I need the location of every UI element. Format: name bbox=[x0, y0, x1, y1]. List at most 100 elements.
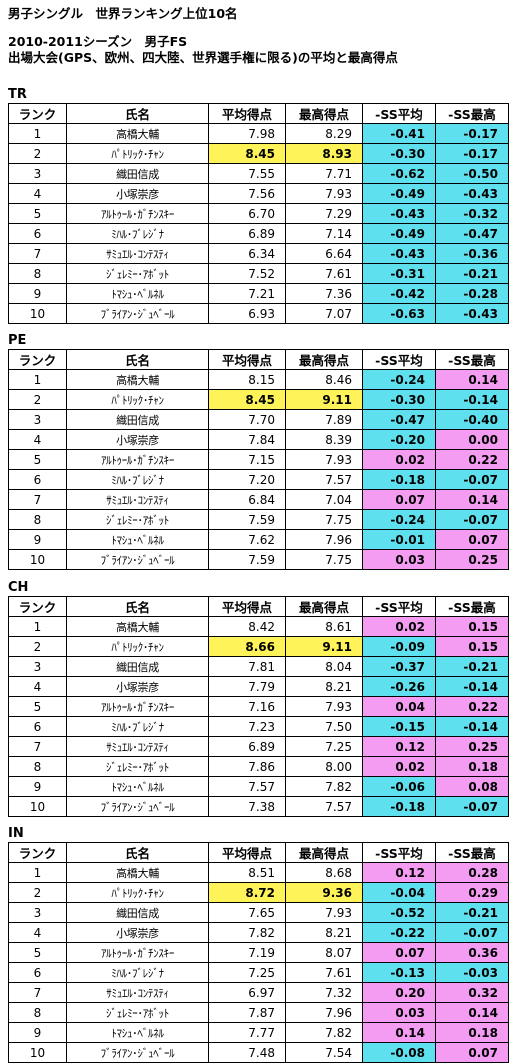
cell-max: 8.61 bbox=[285, 616, 363, 637]
cell-name: 高橋大輔 bbox=[66, 123, 209, 144]
cell-max: 7.96 bbox=[285, 529, 363, 550]
cell-ss-avg: -0.22 bbox=[362, 922, 436, 943]
header-row: ランク 氏名 平均得点 最高得点 -SS平均 -SS最高 bbox=[8, 596, 509, 617]
table-row: 8 ｼﾞｪﾚﾐｰ･ｱﾎﾞｯﾄ 7.59 7.75 -0.24 -0.07 bbox=[8, 509, 509, 530]
cell-ss-max: 0.07 bbox=[435, 1042, 509, 1063]
cell-name: ｼﾞｪﾚﾐｰ･ｱﾎﾞｯﾄ bbox=[66, 509, 209, 530]
cell-max: 7.07 bbox=[285, 303, 363, 324]
cell-avg: 7.77 bbox=[208, 1022, 286, 1043]
cell-name: 高橋大輔 bbox=[66, 369, 209, 390]
score-table: ランク 氏名 平均得点 最高得点 -SS平均 -SS最高 1 高橋大輔 7.98 8.29 -0.4… bbox=[8, 103, 509, 324]
cell-rank: 1 bbox=[8, 369, 67, 390]
cell-name: ﾐﾊﾙ･ﾌﾞﾚｼﾞﾅ bbox=[66, 962, 209, 983]
column-header-avg: 平均得点 bbox=[208, 596, 286, 617]
cell-rank: 10 bbox=[8, 303, 67, 324]
cell-ss-max: 0.08 bbox=[435, 776, 509, 797]
cell-rank: 8 bbox=[8, 263, 67, 284]
cell-max: 8.07 bbox=[285, 942, 363, 963]
cell-avg: 7.87 bbox=[208, 1002, 286, 1023]
cell-avg: 6.84 bbox=[208, 489, 286, 510]
cell-avg: 7.55 bbox=[208, 163, 286, 184]
section-label: CH bbox=[8, 580, 29, 595]
cell-avg: 7.82 bbox=[208, 922, 286, 943]
table-row: 1 高橋大輔 8.42 8.61 0.02 0.15 bbox=[8, 616, 509, 637]
cell-avg: 7.23 bbox=[208, 716, 286, 737]
cell-ss-avg: -0.09 bbox=[362, 636, 436, 657]
cell-ss-max: -0.40 bbox=[435, 409, 509, 430]
column-header-name: 氏名 bbox=[66, 596, 209, 617]
cell-max: 8.04 bbox=[285, 656, 363, 677]
cell-name: ﾌﾞﾗｲｱﾝ･ｼﾞｭﾍﾞｰﾙ bbox=[66, 303, 209, 324]
cell-rank: 5 bbox=[8, 942, 67, 963]
cell-name: ｻﾐｭｴﾙ･ｺﾝﾃｽﾃｨ bbox=[66, 736, 209, 757]
column-header-avg: 平均得点 bbox=[208, 349, 286, 370]
cell-ss-max: -0.32 bbox=[435, 203, 509, 224]
cell-ss-max: -0.21 bbox=[435, 656, 509, 677]
cell-ss-max: 0.18 bbox=[435, 1022, 509, 1043]
cell-rank: 7 bbox=[8, 243, 67, 264]
cell-ss-avg: -0.18 bbox=[362, 469, 436, 490]
cell-rank: 4 bbox=[8, 183, 67, 204]
cell-name: 小塚崇彦 bbox=[66, 676, 209, 697]
cell-ss-max: 0.15 bbox=[435, 616, 509, 637]
column-header-ss-avg: -SS平均 bbox=[362, 842, 436, 863]
cell-rank: 4 bbox=[8, 676, 67, 697]
cell-max: 7.93 bbox=[285, 696, 363, 717]
table-row: 10 ﾌﾞﾗｲｱﾝ･ｼﾞｭﾍﾞｰﾙ 7.38 7.57 -0.18 -0.07 bbox=[8, 796, 509, 817]
cell-max: 7.04 bbox=[285, 489, 363, 510]
page-subtitle: 出場大会(GPS、欧州、四大陸、世界選手権に限る)の平均と最高得点 bbox=[8, 50, 398, 65]
table-row: 10 ﾌﾞﾗｲｱﾝ･ｼﾞｭﾍﾞｰﾙ 7.59 7.75 0.03 0.25 bbox=[8, 549, 509, 570]
table-row: 4 小塚崇彦 7.79 8.21 -0.26 -0.14 bbox=[8, 676, 509, 697]
cell-ss-max: 0.29 bbox=[435, 882, 509, 903]
cell-rank: 5 bbox=[8, 203, 67, 224]
cell-ss-max: -0.14 bbox=[435, 676, 509, 697]
cell-ss-max: 0.32 bbox=[435, 982, 509, 1003]
cell-ss-avg: 0.07 bbox=[362, 942, 436, 963]
cell-ss-avg: 0.12 bbox=[362, 736, 436, 757]
cell-max: 8.21 bbox=[285, 676, 363, 697]
cell-ss-avg: -0.43 bbox=[362, 243, 436, 264]
cell-rank: 1 bbox=[8, 616, 67, 637]
cell-ss-max: -0.03 bbox=[435, 962, 509, 983]
cell-rank: 9 bbox=[8, 529, 67, 550]
column-header-ss-avg: -SS平均 bbox=[362, 596, 436, 617]
column-header-name: 氏名 bbox=[66, 842, 209, 863]
section-label: IN bbox=[8, 826, 24, 841]
column-header-ss-max: -SS最高 bbox=[435, 103, 509, 124]
cell-ss-max: -0.43 bbox=[435, 303, 509, 324]
cell-ss-avg: -0.15 bbox=[362, 716, 436, 737]
cell-max: 7.93 bbox=[285, 183, 363, 204]
cell-name: ｻﾐｭｴﾙ･ｺﾝﾃｽﾃｨ bbox=[66, 982, 209, 1003]
cell-avg: 8.15 bbox=[208, 369, 286, 390]
cell-avg: 7.86 bbox=[208, 756, 286, 777]
cell-avg: 7.52 bbox=[208, 263, 286, 284]
cell-avg: 7.79 bbox=[208, 676, 286, 697]
cell-rank: 1 bbox=[8, 862, 67, 883]
cell-name: 小塚崇彦 bbox=[66, 922, 209, 943]
cell-name: ﾄﾏｼｭ･ﾍﾞﾙﾈﾙ bbox=[66, 529, 209, 550]
cell-name: 高橋大輔 bbox=[66, 862, 209, 883]
cell-rank: 9 bbox=[8, 1022, 67, 1043]
column-header-avg: 平均得点 bbox=[208, 103, 286, 124]
table-row: 9 ﾄﾏｼｭ･ﾍﾞﾙﾈﾙ 7.62 7.96 -0.01 0.07 bbox=[8, 529, 509, 550]
cell-name: ﾌﾞﾗｲｱﾝ･ｼﾞｭﾍﾞｰﾙ bbox=[66, 549, 209, 570]
table-row: 2 ﾊﾟﾄﾘｯｸ･ﾁｬﾝ 8.72 9.36 -0.04 0.29 bbox=[8, 882, 509, 903]
cell-ss-max: -0.21 bbox=[435, 263, 509, 284]
cell-max: 8.00 bbox=[285, 756, 363, 777]
table-row: 6 ﾐﾊﾙ･ﾌﾞﾚｼﾞﾅ 7.23 7.50 -0.15 -0.14 bbox=[8, 716, 509, 737]
cell-name: ｱﾙﾄｩｰﾙ･ｶﾞﾁﾝｽｷｰ bbox=[66, 696, 209, 717]
cell-ss-max: 0.15 bbox=[435, 636, 509, 657]
score-table: ランク 氏名 平均得点 最高得点 -SS平均 -SS最高 1 高橋大輔 8.42 8.61 0.02… bbox=[8, 596, 509, 817]
cell-name: 織田信成 bbox=[66, 409, 209, 430]
cell-ss-avg: 0.02 bbox=[362, 756, 436, 777]
cell-ss-max: 0.22 bbox=[435, 696, 509, 717]
cell-ss-max: -0.14 bbox=[435, 389, 509, 410]
cell-rank: 10 bbox=[8, 796, 67, 817]
table-row: 3 織田信成 7.65 7.93 -0.52 -0.21 bbox=[8, 902, 509, 923]
table-row: 2 ﾊﾟﾄﾘｯｸ･ﾁｬﾝ 8.45 9.11 -0.30 -0.14 bbox=[8, 389, 509, 410]
cell-max: 7.57 bbox=[285, 469, 363, 490]
cell-avg: 7.98 bbox=[208, 123, 286, 144]
cell-rank: 9 bbox=[8, 776, 67, 797]
cell-name: ｱﾙﾄｩｰﾙ･ｶﾞﾁﾝｽｷｰ bbox=[66, 203, 209, 224]
cell-max: 9.36 bbox=[285, 882, 363, 903]
